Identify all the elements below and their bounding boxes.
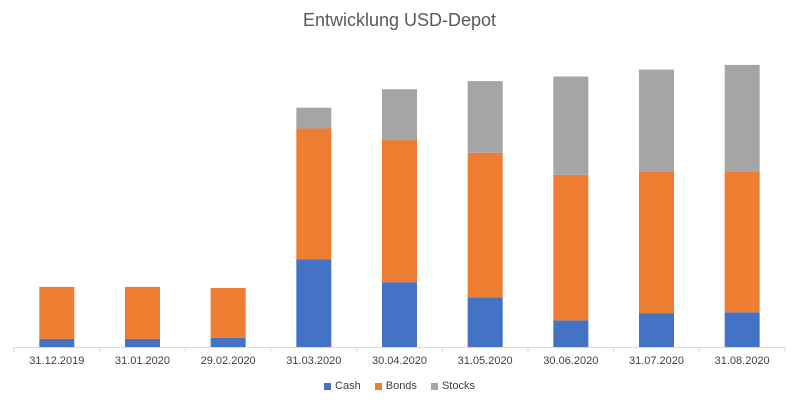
x-tick-label: 31.07.2020: [629, 355, 684, 367]
bar-bonds-30.06.2020: [553, 174, 589, 321]
x-tick-label: 30.06.2020: [543, 355, 598, 367]
chart-title: Entwicklung USD-Depot: [302, 10, 497, 30]
bar-bonds-30.04.2020: [382, 140, 417, 283]
x-tick-label: 30.04.2020: [372, 355, 427, 367]
bar-cash-30.04.2020: [382, 282, 417, 347]
bar-stocks-31.05.2020: [467, 81, 503, 153]
chart-legend: Cash Bonds Stocks: [0, 380, 799, 392]
x-tick-label: 31.12.2019: [29, 355, 84, 367]
x-tick-label: 31.05.2020: [458, 355, 513, 367]
bar-cash-31.12.2019: [39, 338, 75, 347]
bar-cash-31.07.2020: [639, 313, 674, 347]
legend-item-bonds: Bonds: [374, 380, 417, 392]
bar-stocks-31.07.2020: [639, 69, 674, 172]
x-tick-label: 29.02.2020: [201, 355, 256, 367]
bar-bonds-29.02.2020: [210, 288, 246, 338]
bar-bonds-31.05.2020: [467, 152, 503, 298]
legend-swatch: [374, 382, 382, 390]
legend-item-stocks: Stocks: [430, 380, 475, 392]
bar-bonds-31.08.2020: [724, 171, 760, 313]
legend-item-cash: Cash: [324, 380, 361, 392]
bar-bonds-31.01.2020: [125, 286, 160, 339]
x-tick-label: 31.01.2020: [115, 355, 170, 367]
bar-stocks-31.08.2020: [724, 64, 760, 172]
x-tick-label: 31.08.2020: [715, 355, 770, 367]
bar-cash-31.08.2020: [724, 312, 760, 347]
bar-cash-29.02.2020: [210, 337, 246, 347]
legend-label: Cash: [335, 380, 361, 392]
bar-stocks-30.06.2020: [553, 76, 589, 175]
bar-bonds-31.12.2019: [39, 286, 75, 339]
bar-stocks-30.04.2020: [382, 89, 417, 141]
x-tick-label: 31.03.2020: [286, 355, 341, 367]
legend-label: Bonds: [385, 380, 417, 392]
bar-cash-31.05.2020: [467, 297, 503, 347]
bar-cash-30.06.2020: [553, 320, 589, 347]
bar-cash-31.01.2020: [125, 338, 160, 347]
legend-swatch: [324, 382, 332, 390]
bar-bonds-31.03.2020: [296, 128, 332, 260]
bar-cash-31.03.2020: [296, 259, 332, 347]
legend-swatch: [430, 382, 438, 390]
bar-bonds-31.07.2020: [639, 171, 674, 314]
legend-label: Stocks: [441, 380, 475, 392]
bar-stocks-31.03.2020: [296, 107, 332, 129]
